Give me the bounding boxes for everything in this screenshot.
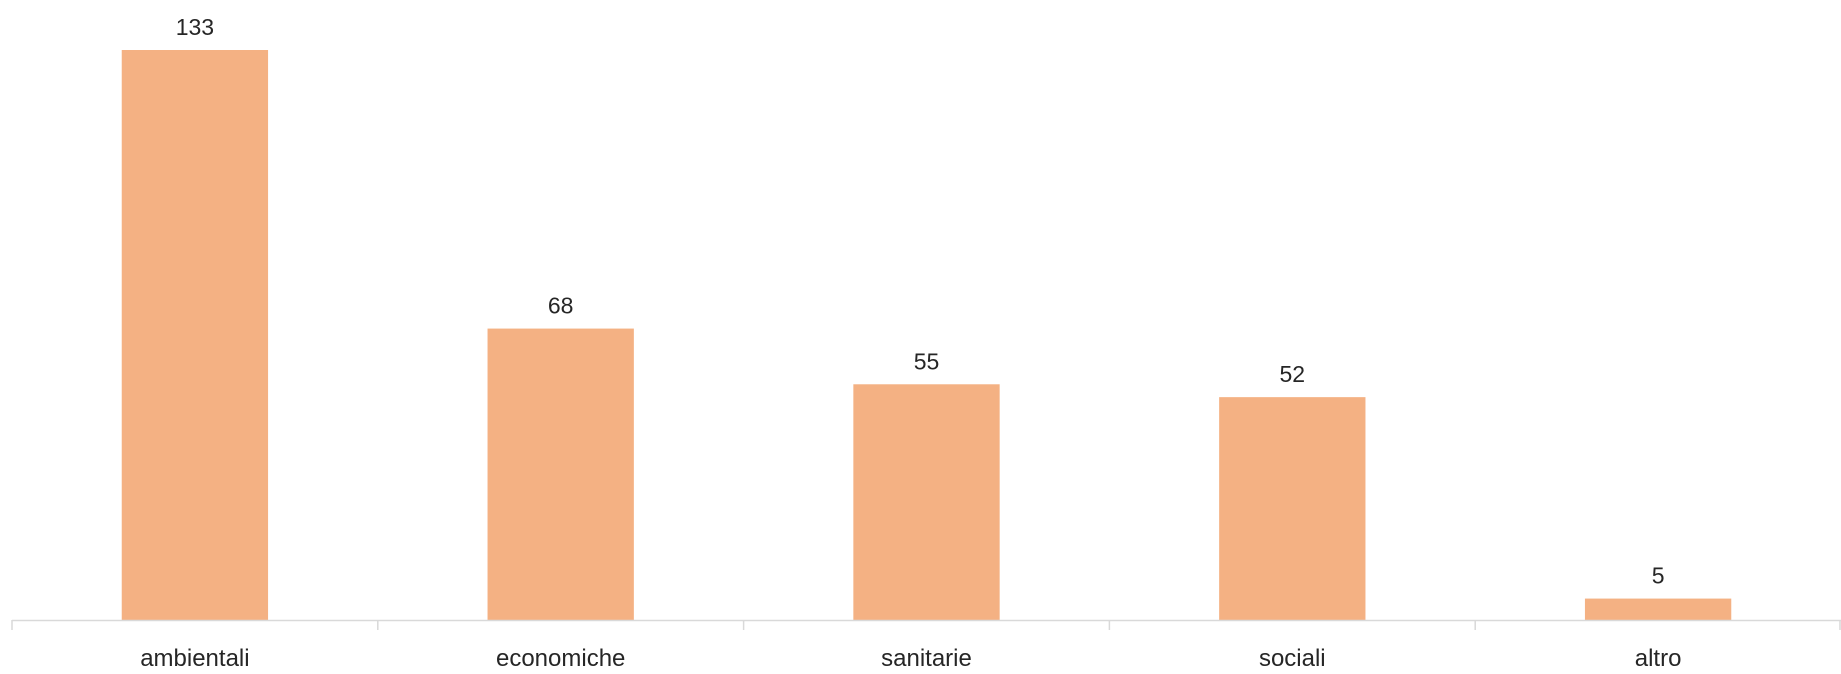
bars-layer bbox=[121, 50, 1732, 620]
x-tick-labels-layer: ambientali economiche sanitarie sociali altr… bbox=[140, 645, 1682, 672]
data-labels-layer: 133 68 55 52 5 bbox=[176, 14, 1665, 589]
bar-sanitarie bbox=[853, 384, 1000, 620]
x-tick-label-economiche: economiche bbox=[496, 645, 625, 669]
data-label-ambientali: 133 bbox=[176, 14, 214, 40]
x-tick-label-altro: altro bbox=[1635, 645, 1682, 669]
bar-economiche bbox=[487, 328, 634, 620]
bar-ambientali bbox=[121, 50, 269, 620]
x-tick-label-sanitarie: sanitarie bbox=[881, 645, 972, 669]
data-label-sanitarie: 55 bbox=[914, 348, 940, 374]
x-tick-label-ambientali: ambientali bbox=[140, 645, 249, 669]
data-label-economiche: 68 bbox=[548, 293, 574, 319]
data-label-sociali: 52 bbox=[1280, 361, 1306, 387]
data-label-altro: 5 bbox=[1652, 563, 1665, 589]
bar-altro bbox=[1584, 598, 1732, 620]
x-tick-label-sociali: sociali bbox=[1259, 645, 1326, 669]
x-axis bbox=[11, 619, 1841, 630]
bar-sociali bbox=[1219, 397, 1366, 620]
